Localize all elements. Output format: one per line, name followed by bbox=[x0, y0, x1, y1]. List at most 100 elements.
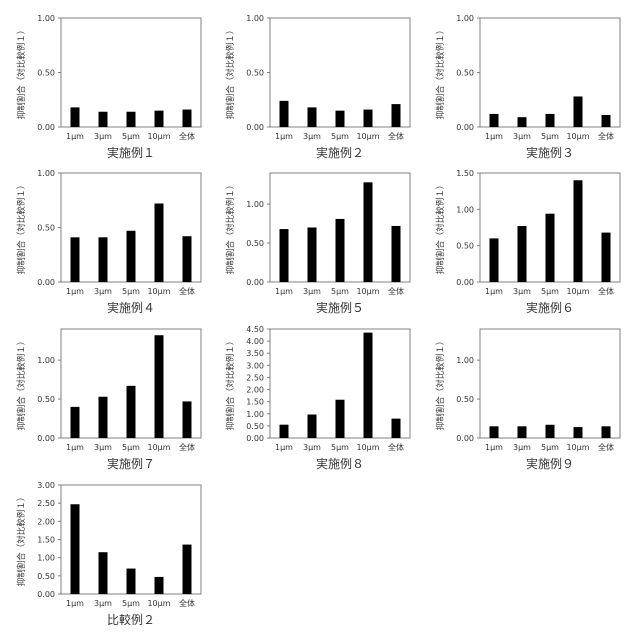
x-tick-label: 3μm bbox=[303, 287, 321, 296]
y-axis-label: 抑制割合（対比較例１） bbox=[435, 26, 446, 120]
bar bbox=[99, 237, 108, 282]
bar bbox=[392, 104, 401, 127]
y-axis-label: 抑制割合（対比較例１） bbox=[435, 181, 446, 275]
y-tick-label: 0.50 bbox=[456, 69, 474, 78]
x-tick-label: 3μm bbox=[513, 443, 531, 452]
y-tick-label: 0.00 bbox=[246, 434, 264, 443]
y-tick-label: 0.50 bbox=[246, 422, 264, 431]
x-tick-label: 全体 bbox=[598, 442, 614, 452]
chart-panel-3: 0.000.501.001μm3μm5μm10μm全体抑制割合（対比較例１）実施… bbox=[435, 14, 620, 160]
bar bbox=[280, 101, 289, 127]
x-tick-label: 全体 bbox=[388, 131, 404, 141]
chart-panel-8: 0.000.501.001.502.002.503.003.504.004.50… bbox=[225, 325, 410, 471]
y-tick-label: 2.00 bbox=[246, 386, 264, 395]
x-tick-label: 1μm bbox=[66, 287, 84, 296]
bar bbox=[336, 400, 345, 438]
x-tick-label: 10μm bbox=[147, 132, 170, 141]
x-tick-label: 5μm bbox=[331, 132, 349, 141]
y-tick-label: 0.50 bbox=[246, 69, 264, 78]
bar bbox=[518, 117, 527, 127]
x-tick-label: 1μm bbox=[485, 132, 503, 141]
bar bbox=[490, 426, 499, 438]
y-tick-label: 0.50 bbox=[456, 242, 474, 251]
bar bbox=[155, 577, 164, 594]
bar bbox=[127, 569, 136, 594]
y-tick-label: 1.00 bbox=[456, 205, 474, 214]
y-tick-label: 0.50 bbox=[37, 224, 55, 233]
chart-panel-1: 0.000.501.001μm3μm5μm10μm全体抑制割合（対比較例１）実施… bbox=[16, 14, 201, 160]
y-tick-label: 0.00 bbox=[37, 123, 55, 132]
x-tick-label: 3μm bbox=[94, 287, 112, 296]
y-tick-label: 1.00 bbox=[456, 14, 474, 23]
x-tick-label: 全体 bbox=[598, 131, 614, 141]
y-tick-label: 1.50 bbox=[246, 398, 264, 407]
y-tick-label: 1.00 bbox=[37, 356, 55, 365]
bar bbox=[364, 333, 373, 438]
y-tick-label: 4.50 bbox=[246, 325, 264, 334]
bar bbox=[308, 228, 317, 283]
y-tick-label: 0.00 bbox=[456, 123, 474, 132]
y-tick-label: 0.50 bbox=[37, 572, 55, 581]
bar bbox=[602, 115, 611, 127]
x-tick-label: 3μm bbox=[94, 443, 112, 452]
bar bbox=[155, 111, 164, 127]
chart-panel-10: 0.000.501.001.502.002.503.001μm3μm5μm10μ… bbox=[16, 481, 201, 627]
y-tick-label: 1.50 bbox=[37, 536, 55, 545]
bar bbox=[574, 96, 583, 127]
y-tick-label: 0.00 bbox=[37, 278, 55, 287]
x-tick-label: 5μm bbox=[331, 443, 349, 452]
y-tick-label: 3.50 bbox=[246, 349, 264, 358]
y-axis-label: 抑制割合（対比較例１） bbox=[16, 493, 27, 587]
y-tick-label: 1.00 bbox=[37, 554, 55, 563]
y-tick-label: 2.50 bbox=[246, 373, 264, 382]
bar bbox=[127, 386, 136, 438]
x-tick-label: 1μm bbox=[485, 443, 503, 452]
bar bbox=[364, 182, 373, 282]
x-tick-label: 10μm bbox=[566, 132, 589, 141]
x-tick-label: 1μm bbox=[66, 443, 84, 452]
bar bbox=[183, 401, 192, 438]
bar bbox=[602, 233, 611, 282]
chart-title: 実施例３ bbox=[526, 145, 574, 160]
x-tick-label: 全体 bbox=[388, 442, 404, 452]
x-tick-label: 10μm bbox=[566, 287, 589, 296]
y-tick-label: 0.00 bbox=[37, 590, 55, 599]
bar bbox=[71, 237, 80, 282]
y-tick-label: 4.00 bbox=[246, 337, 264, 346]
chart-title: 実施例７ bbox=[107, 456, 155, 471]
x-tick-label: 3μm bbox=[94, 599, 112, 608]
bar bbox=[155, 204, 164, 282]
x-tick-label: 3μm bbox=[513, 287, 531, 296]
chart-panel-4: 0.000.501.001μm3μm5μm10μm全体抑制割合（対比較例１）実施… bbox=[16, 169, 201, 315]
bar bbox=[71, 504, 80, 594]
x-tick-label: 3μm bbox=[303, 443, 321, 452]
y-tick-label: 0.00 bbox=[456, 278, 474, 287]
bar bbox=[364, 110, 373, 127]
bar bbox=[518, 426, 527, 438]
x-tick-label: 5μm bbox=[122, 132, 140, 141]
x-tick-label: 全体 bbox=[179, 598, 195, 608]
chart-title: 実施例６ bbox=[526, 300, 574, 315]
y-tick-label: 1.00 bbox=[37, 14, 55, 23]
chart-panel-9: 0.000.501.001μm3μm5μm10μm全体抑制割合（対比較例１）実施… bbox=[435, 329, 620, 471]
bar bbox=[99, 552, 108, 594]
bar bbox=[183, 545, 192, 594]
bar bbox=[546, 425, 555, 438]
plot-frame bbox=[480, 329, 620, 438]
x-tick-label: 10μm bbox=[356, 443, 379, 452]
bar bbox=[308, 415, 317, 438]
chart-title: 実施例２ bbox=[316, 145, 364, 160]
bar bbox=[99, 397, 108, 438]
x-tick-label: 1μm bbox=[275, 132, 293, 141]
y-tick-label: 1.00 bbox=[246, 14, 264, 23]
bar bbox=[518, 226, 527, 282]
x-tick-label: 3μm bbox=[513, 132, 531, 141]
bar bbox=[280, 229, 289, 282]
y-tick-label: 0.50 bbox=[246, 239, 264, 248]
chart-title: 比較例２ bbox=[107, 612, 155, 627]
bar bbox=[392, 226, 401, 282]
y-tick-label: 1.00 bbox=[456, 356, 474, 365]
x-tick-label: 10μm bbox=[356, 287, 379, 296]
y-tick-label: 2.00 bbox=[37, 517, 55, 526]
